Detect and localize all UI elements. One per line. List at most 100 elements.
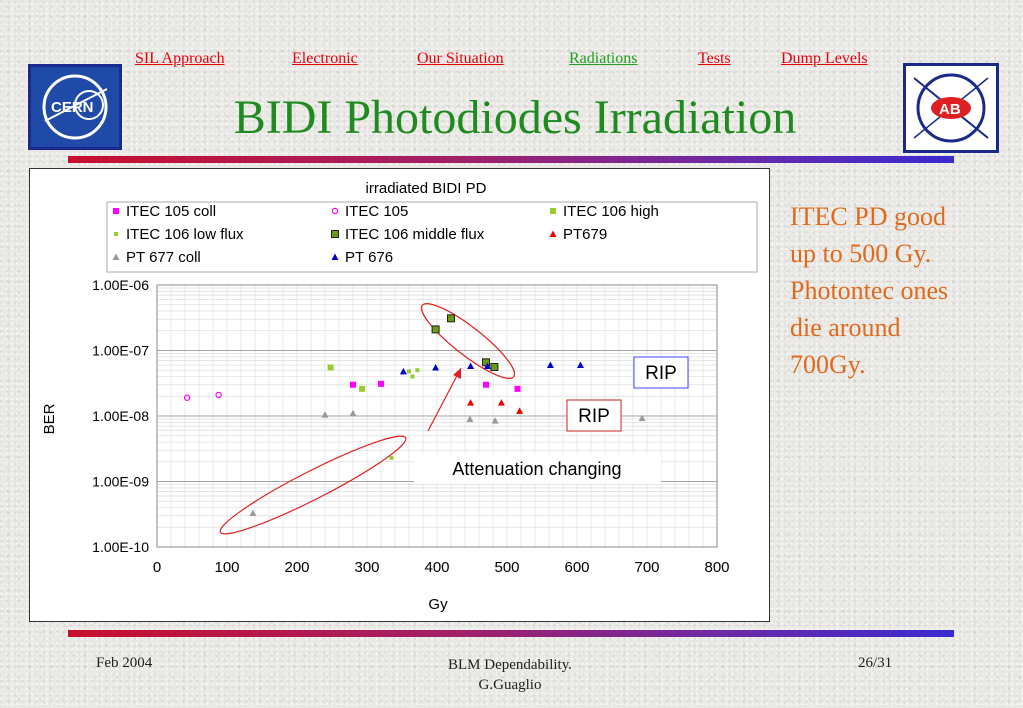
legend-label: PT679 — [563, 226, 607, 243]
side-note-line: ITEC PD good — [790, 202, 946, 231]
data-point — [349, 409, 357, 417]
legend-marker — [114, 232, 118, 236]
cern-logo-icon: CERN — [31, 67, 119, 147]
legend-marker — [331, 253, 339, 260]
chart-annotations: RIP RIP Attenuation changing — [219, 303, 689, 535]
data-point — [483, 362, 491, 369]
attenuation-arrow-head — [453, 368, 461, 379]
legend-label: ITEC 105 coll — [126, 203, 216, 220]
nav-link-our-situation[interactable]: Our Situation — [417, 50, 504, 67]
legend-marker — [331, 230, 339, 238]
data-point — [350, 381, 356, 388]
legend-label: ITEC 106 middle flux — [345, 226, 485, 243]
data-point — [389, 455, 394, 460]
side-note-line: Photontec ones — [790, 276, 949, 305]
x-axis-label: Gy — [428, 596, 448, 613]
data-point — [546, 361, 554, 369]
data-point — [497, 399, 505, 406]
x-tick-label: 600 — [564, 559, 589, 576]
side-note: ITEC PD good up to 500 Gy. Photontec one… — [790, 198, 1005, 383]
legend-marker — [331, 207, 339, 215]
ber-scatter-chart: irradiated BIDI PD ITEC 105 coll ITEC 105… — [41, 180, 758, 613]
data-point — [399, 367, 407, 375]
data-point — [466, 415, 474, 422]
data-point — [378, 380, 384, 387]
data-point — [514, 385, 521, 392]
footer-center: BLM Dependability. G.Guaglio — [410, 655, 610, 695]
data-point — [321, 411, 329, 418]
data-point — [327, 364, 334, 371]
legend-marker — [550, 208, 556, 214]
legend-marker — [549, 230, 557, 237]
y-axis-label: BER — [41, 403, 58, 434]
data-point — [577, 361, 584, 369]
attenuation-label: Attenuation changing — [452, 459, 621, 479]
cern-logo: CERN — [28, 64, 122, 150]
ab-logo-text: AB — [939, 101, 961, 118]
nav-link-tests[interactable]: Tests — [698, 50, 731, 67]
legend-label: ITEC 106 high — [563, 203, 659, 220]
legend-label: PT 676 — [345, 249, 393, 266]
data-point — [467, 399, 475, 406]
cern-logo-text: CERN — [51, 99, 94, 116]
nav-link-electronic[interactable]: Electronic — [292, 50, 358, 67]
plot-area — [156, 284, 718, 548]
data-point — [447, 314, 455, 323]
middle-flux-highlight-ellipse — [420, 303, 516, 379]
data-point — [490, 362, 499, 371]
x-tick-label: 0 — [153, 559, 161, 576]
nav-link-dump-levels[interactable]: Dump Levels — [781, 50, 868, 67]
data-point — [407, 369, 411, 374]
footer-page-number: 26/31 — [858, 655, 893, 671]
data-point — [410, 374, 415, 379]
side-note-line: up to 500 Gy. — [790, 239, 932, 268]
slide-title: BIDI Photodiodes Irradiation — [233, 91, 797, 144]
ab-logo: AB — [903, 63, 999, 153]
side-note-line: die around — [790, 313, 901, 342]
y-tick-label: 1.00E-10 — [92, 539, 149, 555]
chart-grid — [157, 284, 717, 548]
footer-center-line: G.Guaglio — [478, 677, 542, 693]
top-nav: SIL Approach Electronic Our Situation Ra… — [0, 50, 1023, 72]
attenuation-label-box — [414, 454, 661, 484]
nav-link-radiations[interactable]: Radiations — [569, 50, 638, 67]
chart-title: irradiated BIDI PD — [366, 180, 487, 197]
data-point — [183, 394, 191, 401]
top-divider-bar — [68, 156, 954, 163]
ab-logo-icon: AB — [906, 66, 996, 150]
side-note-line: 700Gy. — [790, 350, 866, 379]
y-tick-label: 1.00E-06 — [92, 277, 149, 293]
y-tick-label: 1.00E-07 — [92, 343, 149, 359]
legend-marker — [113, 208, 119, 214]
rip-label-blue: RIP — [645, 363, 677, 384]
x-tick-label: 300 — [354, 559, 379, 576]
footer-date: Feb 2004 — [96, 655, 153, 671]
footer-center-line: BLM Dependability. — [447, 657, 572, 673]
x-tick-label: 500 — [494, 559, 519, 576]
rip-box-blue — [633, 356, 689, 389]
legend-label: ITEC 105 — [345, 203, 408, 220]
nav-link-sil-approach[interactable]: SIL Approach — [135, 50, 225, 67]
y-tick-label: 1.00E-08 — [92, 408, 149, 424]
data-point — [415, 368, 420, 373]
x-tick-label: 400 — [424, 559, 449, 576]
attenuation-arrow — [427, 367, 462, 432]
chart-panel: irradiated BIDI PD ITEC 105 coll ITEC 105… — [29, 168, 770, 622]
data-point — [638, 414, 646, 422]
data-point — [431, 325, 440, 334]
x-tick-label: 200 — [284, 559, 309, 576]
data-point — [491, 417, 499, 424]
axis-ticks: 1.00E-06 1.00E-07 1.00E-08 1.00E-09 1.00E-10… — [92, 277, 729, 576]
bottom-divider-bar — [68, 630, 954, 637]
data-point — [483, 381, 489, 388]
data-point — [467, 362, 475, 369]
rip-label-red: RIP — [578, 406, 610, 427]
x-tick-label: 800 — [704, 559, 729, 576]
y-tick-label: 1.00E-09 — [92, 474, 149, 490]
data-point — [359, 385, 366, 392]
data-point — [215, 391, 222, 399]
legend-entries: ITEC 105 coll ITEC 105 ITEC 106 high ITEC 1… — [112, 203, 659, 266]
x-tick-label: 100 — [214, 559, 239, 576]
legend-label: PT 677 coll — [126, 249, 201, 266]
rip-box-red — [566, 399, 622, 432]
